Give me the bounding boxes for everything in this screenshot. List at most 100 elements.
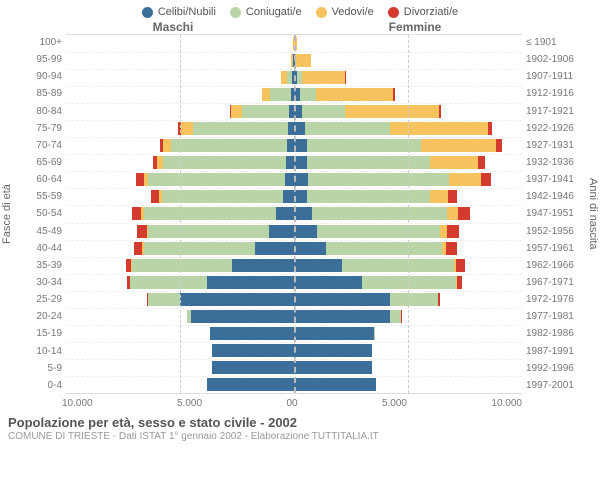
bar-segment bbox=[316, 88, 394, 101]
x-tick: 10.000 bbox=[491, 398, 522, 409]
birth-label: ≤ 1901 bbox=[526, 34, 586, 51]
bar-segment bbox=[144, 242, 256, 255]
birth-label: 1957-1961 bbox=[526, 240, 586, 257]
age-label: 70-74 bbox=[14, 137, 62, 154]
bar-segment bbox=[440, 225, 447, 238]
bar-segment bbox=[294, 344, 372, 357]
birth-label: 1902-1906 bbox=[526, 51, 586, 68]
age-label: 95-99 bbox=[14, 51, 62, 68]
birth-label: 1932-1936 bbox=[526, 154, 586, 171]
bar-segment bbox=[294, 173, 308, 186]
birth-label: 1977-1981 bbox=[526, 308, 586, 325]
age-label: 90-94 bbox=[14, 68, 62, 85]
bar-segment bbox=[294, 276, 362, 289]
chart-subtitle: COMUNE DI TRIESTE - Dati ISTAT 1° gennai… bbox=[8, 430, 600, 442]
bar-segment bbox=[374, 327, 375, 340]
age-label: 25-29 bbox=[14, 291, 62, 308]
bar-segment bbox=[430, 156, 478, 169]
bar-segment bbox=[276, 207, 294, 220]
bar-segment bbox=[294, 293, 390, 306]
bar-segment bbox=[231, 105, 241, 118]
plot-area: Fasce di età 100+95-9990-9485-8980-8475-… bbox=[0, 34, 600, 394]
bar-segment bbox=[305, 122, 389, 135]
bar-segment bbox=[212, 344, 294, 357]
bar-segment bbox=[171, 139, 287, 152]
bar-segment bbox=[302, 105, 345, 118]
bar-segment bbox=[308, 173, 449, 186]
age-label: 50-54 bbox=[14, 205, 62, 222]
bar-segment bbox=[294, 310, 390, 323]
x-tick: 10.000 bbox=[62, 398, 93, 409]
bar-segment bbox=[446, 242, 457, 255]
age-label: 65-69 bbox=[14, 154, 62, 171]
birth-label: 1907-1911 bbox=[526, 68, 586, 85]
bar-segment bbox=[294, 242, 326, 255]
age-label: 40-44 bbox=[14, 240, 62, 257]
age-label: 45-49 bbox=[14, 223, 62, 240]
bar-segment bbox=[287, 139, 294, 152]
birth-label: 1937-1941 bbox=[526, 171, 586, 188]
age-label: 100+ bbox=[14, 34, 62, 51]
bar-segment bbox=[312, 207, 447, 220]
bar-segment bbox=[163, 156, 286, 169]
bar-segment bbox=[210, 327, 294, 340]
legend-swatch bbox=[316, 7, 327, 18]
bar-segment bbox=[307, 190, 430, 203]
bar-segment bbox=[130, 276, 208, 289]
bar-segment bbox=[447, 225, 459, 238]
age-label: 80-84 bbox=[14, 103, 62, 120]
bar-segment bbox=[286, 156, 294, 169]
birth-label: 1927-1931 bbox=[526, 137, 586, 154]
female-header: Femmine bbox=[294, 20, 536, 34]
center-axis bbox=[294, 35, 296, 393]
bar-segment bbox=[300, 88, 316, 101]
chart-title: Popolazione per età, sesso e stato civil… bbox=[8, 415, 600, 430]
age-label: 75-79 bbox=[14, 120, 62, 137]
bar-segment bbox=[255, 242, 294, 255]
legend-item: Divorziati/e bbox=[388, 6, 458, 18]
legend-item: Coniugati/e bbox=[230, 6, 302, 18]
age-label: 15-19 bbox=[14, 325, 62, 342]
age-label: 5-9 bbox=[14, 360, 62, 377]
legend-label: Vedovi/e bbox=[332, 6, 374, 18]
legend-label: Divorziati/e bbox=[404, 6, 458, 18]
age-label: 30-34 bbox=[14, 274, 62, 291]
bars-area bbox=[66, 34, 522, 394]
bar-segment bbox=[262, 88, 270, 101]
bar-segment bbox=[191, 310, 294, 323]
legend-item: Vedovi/e bbox=[316, 6, 374, 18]
bar-segment bbox=[294, 327, 374, 340]
bar-segment bbox=[421, 139, 496, 152]
x-axis: 10.0005.0000 05.00010.000 bbox=[62, 394, 522, 409]
bar-segment bbox=[448, 190, 458, 203]
chart-footer: Popolazione per età, sesso e stato civil… bbox=[0, 409, 600, 442]
age-label: 20-24 bbox=[14, 308, 62, 325]
bar-segment bbox=[181, 122, 192, 135]
bar-segment bbox=[137, 225, 146, 238]
gender-headers: Maschi Femmine bbox=[0, 20, 600, 34]
x-tick: 0 bbox=[292, 398, 298, 409]
bar-segment bbox=[207, 276, 294, 289]
bar-segment bbox=[148, 293, 180, 306]
x-ticks-male: 10.0005.0000 bbox=[62, 398, 292, 409]
birth-label: 1952-1956 bbox=[526, 223, 586, 240]
bar-segment bbox=[496, 139, 502, 152]
y-axis-left: 100+95-9990-9485-8980-8475-7970-7465-696… bbox=[14, 34, 66, 394]
bar-segment bbox=[294, 225, 317, 238]
bar-segment bbox=[283, 190, 294, 203]
birth-label: 1972-1976 bbox=[526, 291, 586, 308]
gridline bbox=[180, 35, 181, 393]
legend-swatch bbox=[388, 7, 399, 18]
bar-segment bbox=[163, 139, 171, 152]
bar-segment bbox=[207, 378, 294, 391]
bar-segment bbox=[294, 378, 376, 391]
population-pyramid-chart: Celibi/NubiliConiugati/eVedovi/eDivorzia… bbox=[0, 0, 600, 442]
bar-segment bbox=[136, 173, 144, 186]
bar-segment bbox=[390, 293, 438, 306]
bar-segment bbox=[345, 105, 438, 118]
bar-segment bbox=[144, 207, 276, 220]
birth-label: 1962-1966 bbox=[526, 257, 586, 274]
y-axis-right: ≤ 19011902-19061907-19111912-19161917-19… bbox=[522, 34, 586, 394]
bar-segment bbox=[390, 310, 401, 323]
legend-swatch bbox=[230, 7, 241, 18]
